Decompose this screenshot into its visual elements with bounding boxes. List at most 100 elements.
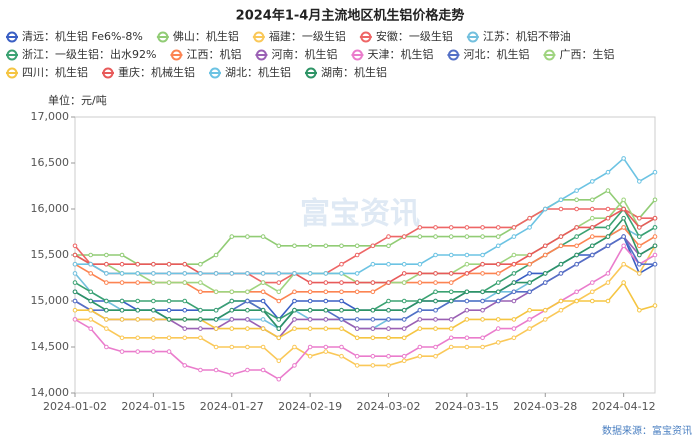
point xyxy=(276,326,282,331)
point xyxy=(151,349,156,354)
legend-item: 福建：一级生铝 xyxy=(252,29,346,43)
point xyxy=(213,317,219,322)
point xyxy=(119,335,125,341)
point xyxy=(464,289,470,295)
y-tick-label: 14,500 xyxy=(31,340,70,353)
point xyxy=(339,344,344,350)
point xyxy=(370,335,376,341)
point xyxy=(480,234,485,239)
point xyxy=(307,298,313,304)
point xyxy=(495,317,501,322)
x-tick-label: 2024-03-02 xyxy=(357,400,421,413)
point xyxy=(417,326,423,331)
point xyxy=(527,307,532,313)
point xyxy=(182,261,188,267)
point xyxy=(323,307,329,313)
point xyxy=(213,252,219,258)
point xyxy=(589,234,595,239)
point xyxy=(339,317,344,322)
point xyxy=(182,363,188,368)
point xyxy=(652,234,658,239)
point xyxy=(448,326,454,331)
point xyxy=(511,252,517,258)
point xyxy=(166,317,172,322)
point xyxy=(198,317,203,322)
point xyxy=(637,215,642,221)
point xyxy=(276,335,282,341)
point xyxy=(448,289,454,295)
point xyxy=(652,243,658,249)
point xyxy=(166,280,172,285)
watermark: 富宝资讯 xyxy=(300,197,420,232)
point xyxy=(119,252,125,258)
point xyxy=(511,234,517,239)
point xyxy=(464,261,470,267)
point xyxy=(229,234,235,239)
point xyxy=(589,179,595,184)
point xyxy=(198,367,203,373)
point xyxy=(260,326,266,331)
point xyxy=(589,225,595,230)
point xyxy=(417,317,423,322)
point xyxy=(182,317,188,322)
legend-label: 河北：机生铝 xyxy=(463,47,529,61)
point xyxy=(307,307,313,313)
point xyxy=(245,234,250,239)
point xyxy=(448,280,454,285)
point xyxy=(72,261,78,267)
point xyxy=(652,252,658,258)
point xyxy=(119,271,125,276)
point xyxy=(527,326,532,331)
point xyxy=(527,271,532,276)
point xyxy=(229,317,235,322)
point xyxy=(574,188,579,193)
point xyxy=(605,298,611,304)
point xyxy=(307,326,313,331)
point xyxy=(135,335,141,341)
point xyxy=(448,225,454,230)
legend-label: 广西：生铝 xyxy=(559,47,614,61)
point xyxy=(198,261,203,267)
point xyxy=(464,335,470,341)
point xyxy=(637,225,642,230)
x-tick-label: 2024-01-02 xyxy=(43,400,107,413)
point xyxy=(104,252,109,258)
point xyxy=(135,307,141,313)
point xyxy=(307,289,313,295)
point xyxy=(119,307,125,313)
point xyxy=(276,298,282,304)
point xyxy=(495,243,501,249)
point xyxy=(323,271,329,276)
point xyxy=(637,307,642,313)
point xyxy=(323,289,329,295)
point xyxy=(135,261,141,267)
point xyxy=(401,271,407,276)
point xyxy=(354,280,360,285)
point xyxy=(213,326,219,331)
series-line xyxy=(74,235,656,321)
point xyxy=(448,252,454,258)
point xyxy=(511,298,517,304)
legend-item: 河南：机生铝 xyxy=(255,47,337,61)
point xyxy=(511,289,517,295)
legend-item: 天津：机生铝 xyxy=(351,47,433,61)
point xyxy=(166,335,172,341)
point xyxy=(198,326,203,331)
point xyxy=(104,261,109,267)
point xyxy=(88,307,93,313)
point xyxy=(229,326,235,331)
point xyxy=(135,271,141,276)
point xyxy=(386,335,391,341)
point xyxy=(354,335,360,341)
point xyxy=(307,344,313,350)
point xyxy=(182,326,188,331)
point xyxy=(637,271,642,276)
point xyxy=(605,243,611,249)
point xyxy=(386,317,391,322)
point xyxy=(417,353,423,359)
point xyxy=(542,206,548,212)
point xyxy=(433,307,438,313)
y-tick-label: 16,500 xyxy=(31,156,70,169)
point xyxy=(589,289,595,295)
point xyxy=(135,349,141,354)
